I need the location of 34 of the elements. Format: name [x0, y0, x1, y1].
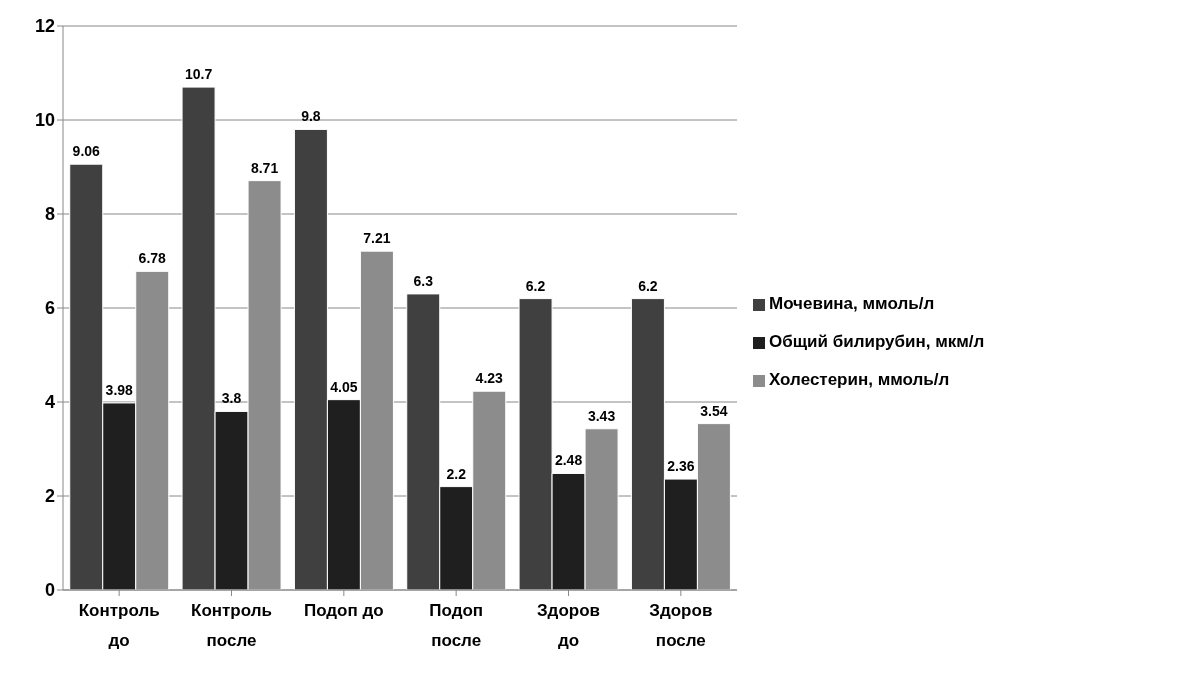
- data-label: 6.3: [413, 272, 434, 289]
- y-tick-label: 8: [44, 204, 55, 225]
- legend-label: Общий билирубин, мкм/л: [769, 332, 985, 351]
- y-tick-label: 2: [44, 486, 55, 507]
- x-tick-label: Контроль до: [78, 601, 160, 650]
- data-label: 10.7: [184, 66, 213, 83]
- data-label: 2.2: [446, 465, 467, 482]
- data-label: 8.71: [250, 159, 279, 176]
- data-label: 2.48: [554, 452, 583, 469]
- y-tick-label: 10: [34, 110, 55, 131]
- legend-label: Мочевина, ммоль/л: [769, 294, 935, 313]
- legend-label: Холестерин, ммоль/л: [769, 370, 950, 389]
- y-tick-label: 12: [34, 16, 55, 37]
- data-label: 9.8: [301, 108, 321, 125]
- y-tick-label: 4: [44, 392, 55, 413]
- data-label: 7.21: [363, 230, 391, 247]
- y-tick-label: 6: [44, 298, 55, 319]
- x-tick-label: Здоров после: [649, 601, 713, 650]
- x-tick-label: Подоп до: [303, 601, 384, 620]
- data-label: 6.78: [138, 250, 167, 267]
- data-label: 3.54: [700, 402, 728, 419]
- x-tick-label: Контроль после: [191, 601, 272, 650]
- data-label: 6.2: [525, 277, 546, 294]
- data-label: 2.36: [667, 458, 695, 475]
- data-label: 3.43: [587, 407, 616, 424]
- x-tick-label: Здоров до: [536, 601, 601, 650]
- data-label: 9.06: [72, 143, 101, 160]
- y-tick-label: 0: [44, 580, 55, 601]
- data-label: 4.23: [475, 370, 504, 387]
- data-label: 4.05: [330, 378, 358, 395]
- data-label: 3.8: [221, 390, 242, 407]
- data-label: 6.2: [638, 277, 658, 294]
- x-tick-label: Подоп после: [429, 601, 484, 650]
- data-label: 3.98: [105, 381, 134, 398]
